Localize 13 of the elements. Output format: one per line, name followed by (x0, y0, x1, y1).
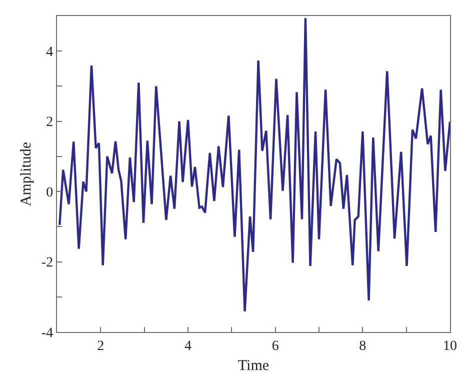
x-axis-title: Time (238, 358, 270, 374)
y-tick-label: 0 (46, 185, 54, 200)
x-tick-label: 10 (443, 338, 457, 354)
x-tick-label: 4 (184, 338, 192, 354)
x-tick-label: 6 (272, 338, 279, 354)
y-tick-label: -4 (41, 326, 54, 341)
x-tick-label: 8 (359, 338, 366, 354)
y-axis-title: Amplitude (18, 142, 35, 206)
y-tick-label: 4 (46, 45, 54, 60)
x-tick-label: 2 (97, 338, 104, 354)
y-tick-label: 2 (46, 115, 54, 130)
y-tick-label: -2 (41, 256, 54, 271)
line-series (58, 17, 450, 312)
